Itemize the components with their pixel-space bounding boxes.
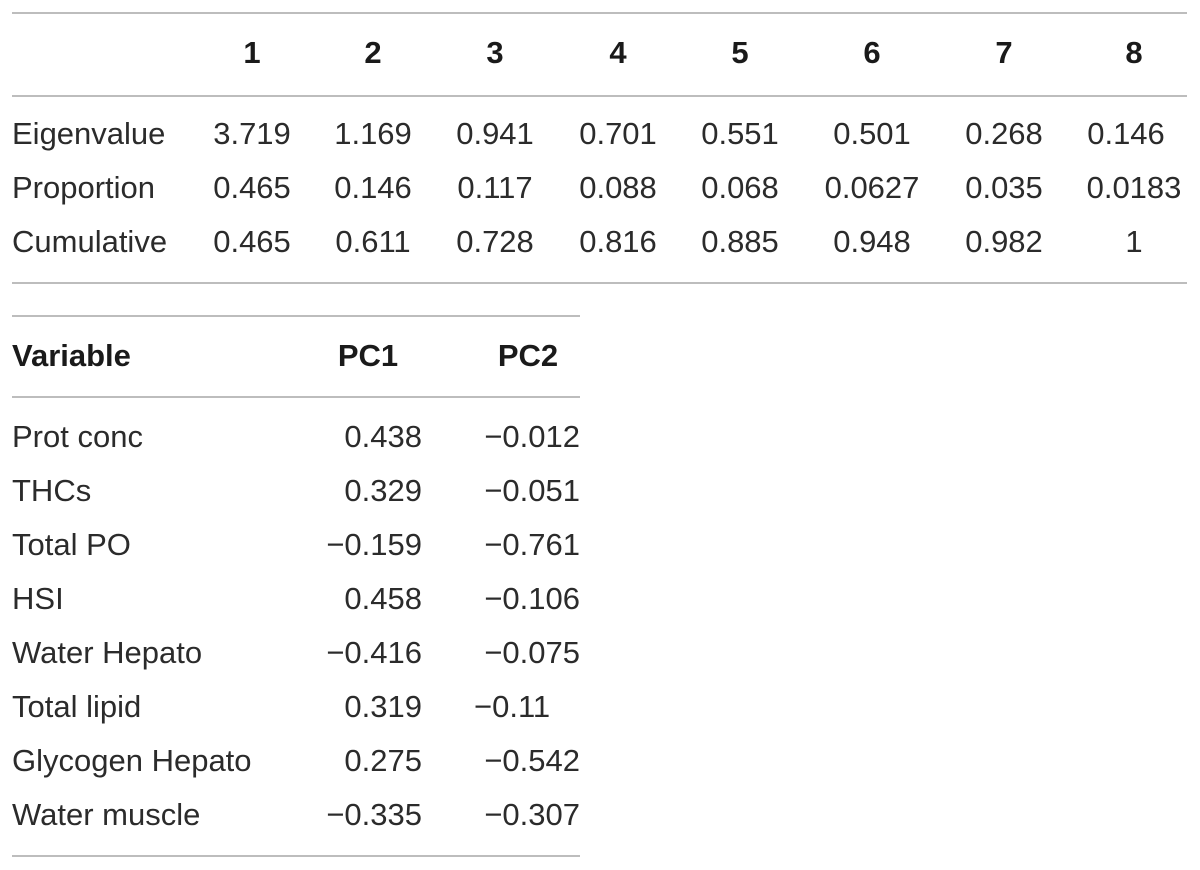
row-label: Total PO xyxy=(12,527,131,562)
row-label-proportion: Proportion xyxy=(12,170,156,205)
table-cell: −0.159 xyxy=(326,527,422,562)
header-rule xyxy=(12,396,580,398)
table-cell: −0.075 xyxy=(484,635,580,670)
table-cell: 0.035 xyxy=(965,170,1043,205)
table-cell: 3.719 xyxy=(213,116,291,151)
column-header-pc1: PC1 xyxy=(337,338,399,373)
table-cell: −0.11 xyxy=(474,689,551,724)
table-cell: 0.0627 xyxy=(824,170,920,205)
column-header-7: 7 xyxy=(995,35,1013,70)
header-rule xyxy=(12,95,1187,97)
row-label: Water Hepato xyxy=(12,635,203,670)
table-cell: 0.465 xyxy=(213,224,291,259)
table-cell: −0.542 xyxy=(484,743,580,778)
table-cell: −0.106 xyxy=(484,581,580,616)
column-header-pc2: PC2 xyxy=(497,338,559,373)
table-cell: 0.275 xyxy=(344,743,422,778)
table-cell: 0.982 xyxy=(965,224,1043,259)
table-cell: 0.941 xyxy=(456,116,534,151)
eigenvalue-table: 1 2 3 4 5 6 7 8 Eigenvalue 3.719 1.169 0… xyxy=(0,0,1200,290)
table-cell: 0.146 xyxy=(1087,116,1165,151)
table-cell: 0.701 xyxy=(579,116,657,151)
column-header-variable: Variable xyxy=(12,338,131,373)
row-label: Prot conc xyxy=(12,419,143,454)
table-cell: 0.088 xyxy=(579,170,657,205)
table-cell: 1 xyxy=(1125,224,1143,259)
column-header-8: 8 xyxy=(1125,35,1143,70)
table-cell: 0.0183 xyxy=(1086,170,1182,205)
table-cell: 0.816 xyxy=(579,224,657,259)
table-cell: 0.319 xyxy=(344,689,422,724)
table-cell: 0.458 xyxy=(344,581,422,616)
column-header-6: 6 xyxy=(863,35,881,70)
row-label: Total lipid xyxy=(12,689,142,724)
row-label: THCs xyxy=(12,473,92,508)
column-header-1: 1 xyxy=(243,35,261,70)
table-cell: 0.501 xyxy=(833,116,911,151)
column-header-4: 4 xyxy=(609,35,627,70)
table-cell: 0.885 xyxy=(701,224,779,259)
table-top-rule xyxy=(12,315,580,317)
table-cell: −0.761 xyxy=(484,527,580,562)
loadings-table: Variable PC1 PC2 Prot conc 0.438 −0.012 … xyxy=(0,300,600,870)
table-cell: 0.268 xyxy=(965,116,1043,151)
table-cell: −0.012 xyxy=(484,419,580,454)
row-label: Water muscle xyxy=(12,797,201,832)
table-cell: 0.146 xyxy=(334,170,412,205)
table-cell: 1.169 xyxy=(334,116,412,151)
column-header-3: 3 xyxy=(486,35,504,70)
table-bottom-rule xyxy=(12,282,1187,284)
column-header-5: 5 xyxy=(731,35,749,70)
table-bottom-rule xyxy=(12,855,580,857)
table-cell: −0.307 xyxy=(484,797,580,832)
table-cell: 0.465 xyxy=(213,170,291,205)
row-label-cumulative: Cumulative xyxy=(12,224,168,259)
table-cell: 0.068 xyxy=(701,170,779,205)
table-cell: 0.117 xyxy=(457,170,533,205)
row-label: HSI xyxy=(12,581,64,616)
table-cell: 0.611 xyxy=(335,224,411,259)
table-cell: 0.948 xyxy=(833,224,911,259)
table-cell: −0.416 xyxy=(326,635,422,670)
column-header-2: 2 xyxy=(364,35,382,70)
table-cell: 0.438 xyxy=(344,419,422,454)
table-cell: 0.728 xyxy=(456,224,534,259)
row-label-eigenvalue: Eigenvalue xyxy=(12,116,166,151)
row-label: Glycogen Hepato xyxy=(12,743,252,778)
table-cell: −0.335 xyxy=(326,797,422,832)
table-cell: 0.329 xyxy=(344,473,422,508)
table-cell: 0.551 xyxy=(701,116,779,151)
table-cell: −0.051 xyxy=(484,473,580,508)
table-top-rule xyxy=(12,12,1187,14)
